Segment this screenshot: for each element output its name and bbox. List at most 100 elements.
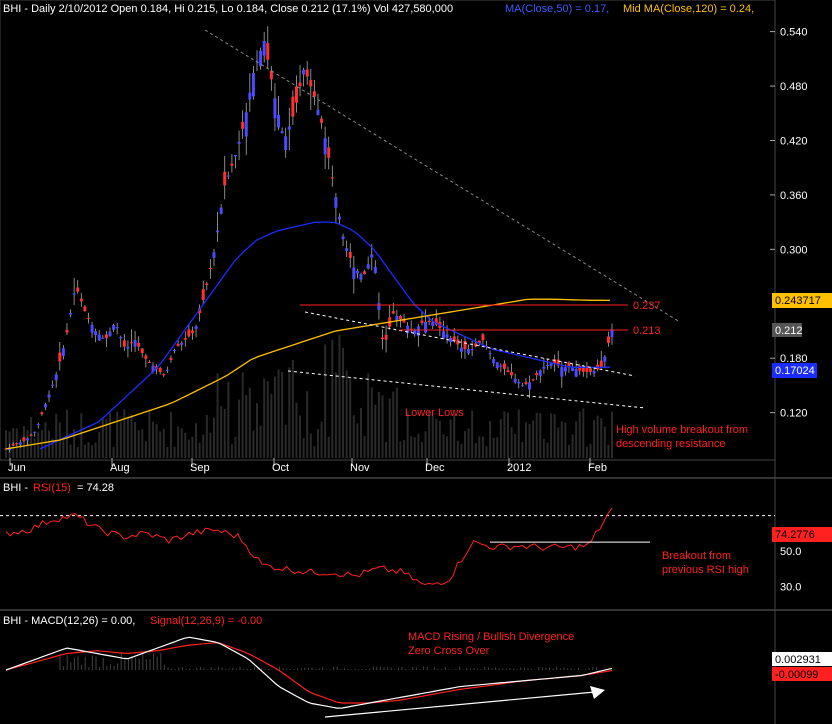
long-term-resistance	[204, 29, 681, 323]
candle-body	[51, 384, 55, 386]
volume-bar	[564, 422, 567, 458]
volume-bar	[277, 369, 280, 458]
breakout-annotation-line2: descending resistance	[616, 438, 725, 450]
candle-body	[545, 364, 549, 366]
candle-body	[108, 331, 112, 337]
volume-bar	[392, 391, 395, 458]
candle-body	[395, 315, 399, 321]
volume-bar	[169, 411, 172, 458]
volume-bar	[370, 387, 373, 458]
candle-body	[201, 289, 205, 301]
candle-body	[499, 365, 503, 367]
volume-bar	[152, 421, 155, 458]
volume-bar	[420, 442, 423, 458]
candle-body	[416, 326, 420, 336]
volume-bar	[510, 427, 513, 458]
candle-body	[255, 60, 259, 62]
candle-body	[130, 342, 134, 344]
volume-bar	[91, 445, 94, 458]
candle-body	[72, 293, 76, 295]
x-tick-label: Sep	[190, 462, 210, 474]
volume-bar	[585, 446, 588, 458]
volume-bar	[55, 413, 58, 458]
candle-body	[133, 340, 137, 347]
volume-bar	[299, 415, 302, 458]
candle-body	[363, 271, 367, 274]
volume-bar	[356, 423, 359, 458]
volume-bar	[342, 347, 345, 458]
candle-body	[563, 367, 567, 372]
volume-bar	[431, 415, 434, 458]
ma120-header: Mid MA(Close,120) = 0.24,	[623, 3, 754, 15]
candle-body	[29, 434, 33, 436]
candle-body	[122, 340, 126, 347]
candle-body	[337, 216, 341, 220]
volume-bar	[359, 408, 362, 458]
volume-bar	[542, 438, 545, 458]
volume-bar	[270, 393, 273, 458]
volume-bar	[123, 409, 126, 458]
candle-body	[190, 330, 194, 334]
candle-body	[316, 109, 320, 116]
lower-lows-annotation: Lower Lows	[405, 407, 464, 419]
candle-body	[427, 320, 431, 322]
volume-bar	[381, 395, 384, 458]
candle-body	[441, 331, 445, 339]
volume-bar	[320, 421, 323, 458]
candle-body	[273, 98, 277, 119]
volume-bar	[309, 433, 312, 458]
volume-bar	[205, 414, 208, 458]
volume-bar	[184, 432, 187, 458]
volume-bar	[467, 428, 470, 458]
x-tick-label: Feb	[588, 462, 607, 474]
candle-body	[445, 334, 449, 338]
candle-body	[219, 207, 223, 214]
candle-body	[83, 306, 87, 312]
volume-bar	[256, 403, 259, 458]
candle-body	[43, 404, 47, 408]
rsi-header-value: = 74.28	[77, 482, 114, 494]
candle-body	[162, 374, 166, 376]
candle-body	[599, 360, 603, 368]
volume-bar	[446, 436, 449, 458]
volume-bar	[80, 413, 83, 458]
candle-body	[373, 267, 377, 273]
volume-bar	[345, 370, 348, 458]
macd-badge-text: 0.002931	[775, 654, 821, 666]
macd-annotation-line2: Zero Cross Over	[408, 645, 490, 657]
candle-body	[470, 349, 474, 351]
candle-body	[140, 348, 144, 354]
macd-annotation-line1: MACD Rising / Bullish Divergence	[408, 631, 574, 643]
volume-bar	[212, 417, 215, 458]
level-213-label: 0.213	[633, 325, 661, 337]
volume-bar	[234, 436, 237, 458]
volume-bar	[148, 409, 151, 458]
candle-body	[513, 378, 517, 383]
volume-bar	[166, 446, 169, 458]
volume-bar	[108, 412, 111, 458]
volume-bar	[507, 412, 510, 458]
volume-bar	[291, 360, 294, 458]
volume-bar	[377, 391, 380, 458]
rsi-annotation-line1: Breakout from	[662, 550, 731, 562]
price-y-axis: 0.540 0.480 0.420 0.360 0.300 0.180 0.120	[770, 27, 808, 420]
candle-body	[104, 334, 108, 339]
volume-bar	[30, 417, 33, 458]
volume-bar	[553, 413, 556, 458]
candle-body	[40, 412, 44, 415]
candle-body	[355, 270, 359, 274]
candle-body	[147, 361, 151, 363]
candle-body	[588, 368, 592, 372]
candle-body	[269, 70, 273, 80]
volume-bar	[471, 410, 474, 458]
candle-body	[4, 448, 8, 450]
candle-body	[237, 141, 241, 144]
candle-body	[535, 373, 539, 376]
volume-bar	[478, 436, 481, 458]
volume-bar	[209, 432, 212, 458]
candle-body	[528, 382, 532, 390]
candle-body	[90, 324, 94, 333]
volume-bar	[546, 442, 549, 458]
candle-body	[549, 363, 553, 367]
candle-body	[571, 367, 575, 372]
